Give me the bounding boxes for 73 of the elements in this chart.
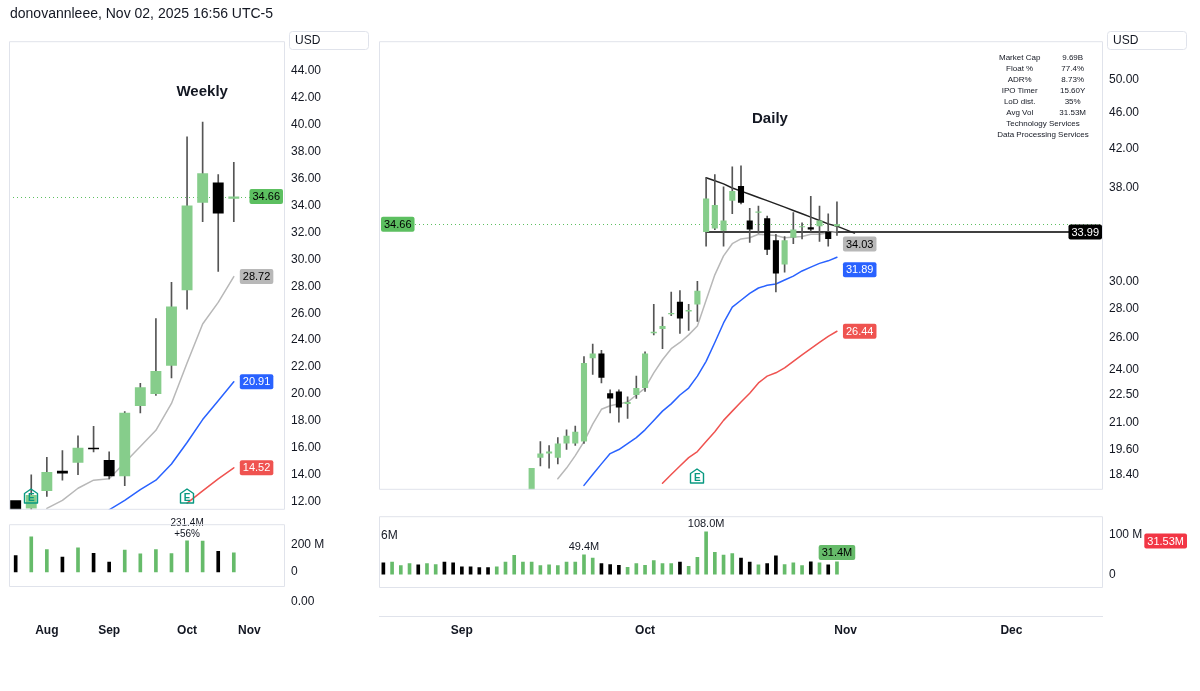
x-tick-label: Nov <box>834 622 858 637</box>
text: Float % 77.4% <box>1006 64 1085 73</box>
y-tick-label: 46.00 <box>1109 104 1140 119</box>
data-label: 31.4M <box>821 545 853 558</box>
y-tick-label: 14.00 <box>291 467 322 482</box>
x-tick-label: Sep <box>98 622 121 637</box>
data-label: 49.4M <box>568 540 600 553</box>
data-label: 14.52 <box>242 461 271 474</box>
y-tick-label: 34.00 <box>291 197 322 212</box>
data-label: 31.89 <box>845 263 874 276</box>
y-tick-label: 36.00 <box>291 170 322 185</box>
y-tick-label: 28.00 <box>1109 300 1140 315</box>
y-tick-label: 30.00 <box>1109 273 1140 288</box>
y-tick-label: 22.00 <box>291 359 322 374</box>
text: Market Cap 9.69B <box>999 53 1084 62</box>
ref-line-label: 34.66 <box>252 190 280 203</box>
y-tick-label: 16.00 <box>291 440 322 455</box>
data-label: 20.91 <box>242 375 271 388</box>
text: ADR% 8.73% <box>1007 75 1085 84</box>
y-tick-label: 42.00 <box>1109 140 1140 155</box>
y-tick-label: 26.00 <box>291 305 322 320</box>
text: Daily <box>752 109 789 127</box>
data-label: 26.44 <box>845 324 874 337</box>
y-tick-label: 38.00 <box>291 143 322 158</box>
y-tick-label: 12.00 <box>291 494 322 509</box>
text: 0.00 <box>291 594 315 609</box>
y-tick-label: 44.00 <box>291 63 322 78</box>
y-tick-label: 24.00 <box>1109 361 1140 376</box>
y-tick-label: 200 M <box>291 537 325 552</box>
y-tick-label: 0 <box>1109 566 1116 581</box>
y-tick-label: 21.00 <box>1109 414 1140 429</box>
text: 31.53M <box>1147 534 1185 547</box>
annotation: E <box>179 491 196 503</box>
y-tick-label: 30.00 <box>291 251 322 266</box>
y-tick-label: 40.00 <box>291 117 322 131</box>
annotation: Technology Services <box>1005 118 1081 129</box>
y-tick-label: 18.00 <box>291 413 322 428</box>
x-tick-label: Aug <box>35 622 59 637</box>
y-tick-label: 18.40 <box>1109 466 1140 481</box>
text: Weekly <box>176 82 229 100</box>
x-tick-label: Oct <box>635 622 656 637</box>
annotation: 6M <box>381 528 398 543</box>
data-label: 28.72 <box>242 270 271 283</box>
y-tick-label: 0 <box>291 564 298 579</box>
data-label: 33.99 <box>1071 225 1099 238</box>
text: Avg Vol 31.53M <box>1006 108 1087 117</box>
x-tick-label: Nov <box>238 622 262 637</box>
annotation: E <box>23 491 40 503</box>
x-tick-label: Dec <box>1000 622 1023 637</box>
data-label: 34.03 <box>845 237 874 250</box>
annotation: Data Processing Services <box>996 129 1090 140</box>
y-tick-label: 100 M <box>1109 527 1143 542</box>
y-tick-label: 32.00 <box>291 224 322 239</box>
y-axis-title: USD <box>295 33 321 48</box>
text: LoD dist. 35% <box>1003 97 1081 106</box>
y-tick-label: 24.00 <box>291 332 322 347</box>
y-tick-label: 19.60 <box>1109 441 1140 456</box>
y-tick-label: 26.00 <box>1109 330 1140 345</box>
y-tick-label: 22.50 <box>1109 387 1140 402</box>
y-tick-label: 50.00 <box>1109 71 1140 86</box>
x-tick-label: Oct <box>177 622 198 637</box>
y-tick-label: 38.00 <box>1109 180 1140 195</box>
annotation: E <box>689 471 706 483</box>
ref-line-label: 34.66 <box>384 217 412 230</box>
data-label: 108.0M <box>687 517 725 530</box>
y-tick-label: 20.00 <box>291 386 322 401</box>
x-tick-label: Sep <box>450 622 473 637</box>
text: donovannleee, Nov 02, 2025 16:56 UTC-5 <box>10 4 275 22</box>
text: IPO Timer 15.60Y <box>1001 86 1086 95</box>
y-axis-title: USD <box>1113 33 1139 48</box>
annotation: 231.4M +56% <box>170 516 204 539</box>
y-tick-label: 28.00 <box>291 278 322 293</box>
y-tick-label: 42.00 <box>291 90 322 105</box>
